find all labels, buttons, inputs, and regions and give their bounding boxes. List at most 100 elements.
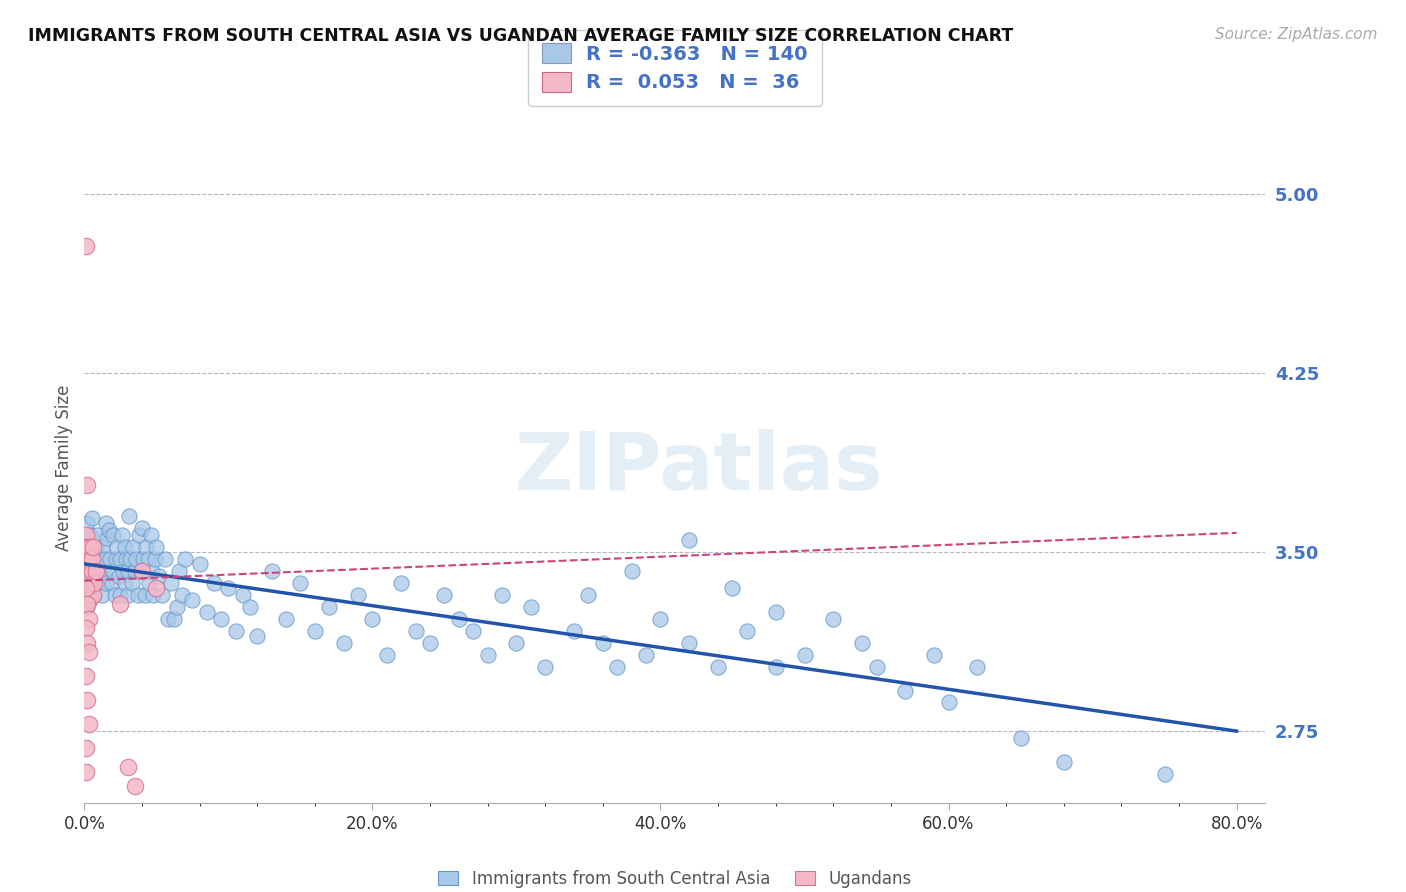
Point xyxy=(1053,755,1076,769)
Point xyxy=(100,576,122,591)
Point xyxy=(375,648,398,662)
Point xyxy=(678,636,700,650)
Point xyxy=(87,569,110,583)
Point xyxy=(76,564,98,578)
Point xyxy=(620,564,643,578)
Point xyxy=(111,528,134,542)
Point xyxy=(83,588,105,602)
Point xyxy=(181,592,204,607)
Point xyxy=(75,569,97,583)
Point xyxy=(139,528,162,542)
Point xyxy=(75,552,97,566)
Point xyxy=(405,624,427,638)
Point xyxy=(922,648,945,662)
Point xyxy=(80,511,103,525)
Legend: Immigrants from South Central Asia, Ugandans: Immigrants from South Central Asia, Ugan… xyxy=(432,863,918,892)
Point xyxy=(793,648,815,662)
Point xyxy=(491,588,513,602)
Point xyxy=(77,569,100,583)
Point xyxy=(721,581,744,595)
Point xyxy=(122,540,145,554)
Point xyxy=(84,540,107,554)
Point xyxy=(117,564,139,578)
Point xyxy=(188,557,211,571)
Point xyxy=(225,624,247,638)
Point xyxy=(174,552,197,566)
Point xyxy=(562,624,585,638)
Point xyxy=(75,581,97,595)
Point xyxy=(76,516,98,531)
Text: ZIPatlas: ZIPatlas xyxy=(515,429,883,508)
Point xyxy=(86,528,108,542)
Point xyxy=(97,524,120,538)
Point xyxy=(131,521,153,535)
Point xyxy=(124,564,146,578)
Point xyxy=(578,588,600,602)
Point xyxy=(195,605,218,619)
Point xyxy=(156,612,179,626)
Point xyxy=(76,693,98,707)
Point xyxy=(636,648,658,662)
Point xyxy=(104,588,127,602)
Point xyxy=(145,540,167,554)
Point xyxy=(76,528,98,542)
Point xyxy=(75,528,97,542)
Point xyxy=(169,564,191,578)
Point xyxy=(138,576,160,591)
Point xyxy=(77,576,100,591)
Text: IMMIGRANTS FROM SOUTH CENTRAL ASIA VS UGANDAN AVERAGE FAMILY SIZE CORRELATION CH: IMMIGRANTS FROM SOUTH CENTRAL ASIA VS UG… xyxy=(28,27,1014,45)
Point xyxy=(966,659,988,673)
Point xyxy=(77,592,100,607)
Point xyxy=(77,612,100,626)
Point xyxy=(117,588,139,602)
Point xyxy=(101,564,124,578)
Point xyxy=(239,599,262,614)
Point xyxy=(141,564,163,578)
Point xyxy=(150,588,173,602)
Point xyxy=(79,552,101,566)
Point xyxy=(105,552,128,566)
Point xyxy=(332,636,354,650)
Point xyxy=(172,588,194,602)
Point xyxy=(112,564,135,578)
Point xyxy=(79,569,101,583)
Point xyxy=(765,605,787,619)
Point xyxy=(534,659,557,673)
Point xyxy=(114,576,136,591)
Point xyxy=(114,540,136,554)
Point xyxy=(135,540,157,554)
Point xyxy=(477,648,499,662)
Point xyxy=(82,540,104,554)
Point xyxy=(77,592,100,607)
Point xyxy=(707,659,730,673)
Point xyxy=(76,540,98,554)
Point xyxy=(110,552,132,566)
Point xyxy=(823,612,845,626)
Point xyxy=(505,636,527,650)
Point xyxy=(851,636,873,650)
Point xyxy=(361,612,384,626)
Point xyxy=(217,581,239,595)
Point xyxy=(389,576,412,591)
Point xyxy=(419,636,441,650)
Point xyxy=(463,624,485,638)
Point xyxy=(77,645,100,659)
Point xyxy=(94,576,117,591)
Point xyxy=(75,552,97,566)
Point xyxy=(131,564,153,578)
Point xyxy=(592,636,614,650)
Point xyxy=(124,779,146,793)
Point xyxy=(93,552,115,566)
Point xyxy=(76,478,98,492)
Point xyxy=(107,540,129,554)
Point xyxy=(75,669,97,683)
Point xyxy=(110,598,132,612)
Point xyxy=(98,552,121,566)
Point xyxy=(82,576,104,591)
Point xyxy=(84,559,107,574)
Point xyxy=(304,624,326,638)
Point xyxy=(110,588,132,602)
Point xyxy=(75,621,97,635)
Point xyxy=(202,576,225,591)
Y-axis label: Average Family Size: Average Family Size xyxy=(55,385,73,551)
